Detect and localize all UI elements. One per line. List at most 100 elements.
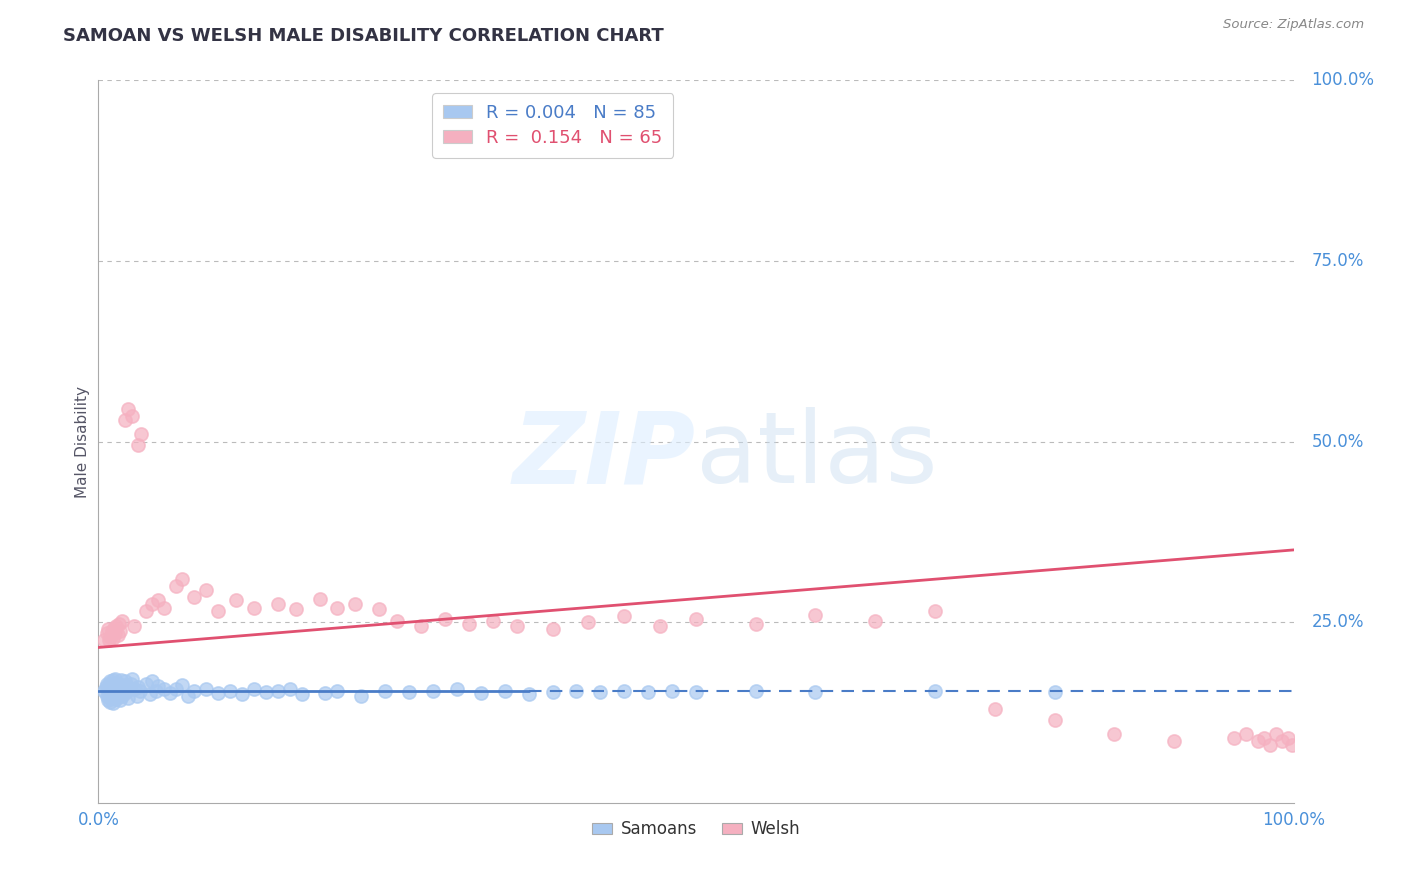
Point — [124, 681, 146, 696]
Point — [177, 689, 200, 703]
Point — [278, 681, 301, 696]
Point — [804, 685, 827, 699]
Point — [368, 602, 391, 616]
Point — [685, 611, 707, 625]
Point — [100, 624, 122, 638]
Point — [385, 614, 409, 628]
Point — [96, 626, 118, 640]
Text: SAMOAN VS WELSH MALE DISABILITY CORRELATION CHART: SAMOAN VS WELSH MALE DISABILITY CORRELAT… — [63, 27, 664, 45]
Point — [207, 604, 229, 618]
Point — [104, 691, 127, 706]
Point — [865, 614, 887, 628]
Point — [411, 619, 433, 633]
Point — [110, 673, 132, 687]
Point — [267, 597, 290, 611]
Point — [153, 600, 176, 615]
Point — [924, 604, 946, 618]
Text: Source: ZipAtlas.com: Source: ZipAtlas.com — [1223, 18, 1364, 31]
Point — [103, 676, 125, 690]
Point — [98, 695, 122, 709]
Point — [1258, 738, 1281, 752]
Point — [308, 592, 330, 607]
Point — [101, 631, 124, 645]
Point — [139, 687, 162, 701]
Point — [494, 683, 516, 698]
Point — [120, 676, 142, 690]
Point — [225, 593, 247, 607]
Point — [1247, 734, 1270, 748]
Point — [243, 682, 266, 697]
Point — [100, 679, 122, 693]
Point — [105, 681, 128, 696]
Point — [111, 681, 134, 696]
Point — [96, 676, 118, 690]
Point — [117, 680, 139, 694]
Point — [108, 624, 131, 638]
Point — [135, 604, 157, 618]
Point — [148, 593, 170, 607]
Point — [165, 681, 187, 696]
Text: 50.0%: 50.0% — [1312, 433, 1364, 450]
Point — [105, 619, 128, 633]
Point — [98, 630, 122, 644]
Point — [924, 683, 946, 698]
Point — [1253, 731, 1275, 745]
Y-axis label: Male Disability: Male Disability — [75, 385, 90, 498]
Point — [107, 628, 129, 642]
Point — [105, 692, 128, 706]
Point — [541, 685, 564, 699]
Point — [183, 683, 205, 698]
Point — [685, 685, 707, 699]
Point — [93, 683, 115, 698]
Text: 25.0%: 25.0% — [1312, 613, 1364, 632]
Point — [98, 633, 121, 648]
Point — [153, 682, 176, 697]
Point — [326, 600, 349, 615]
Point — [112, 678, 135, 692]
Point — [315, 686, 337, 700]
Point — [114, 674, 136, 689]
Point — [141, 597, 163, 611]
Point — [195, 582, 218, 597]
Point — [98, 687, 121, 701]
Point — [326, 683, 349, 698]
Point — [96, 689, 118, 703]
Point — [117, 691, 139, 706]
Point — [127, 438, 149, 452]
Point — [117, 402, 139, 417]
Point — [745, 683, 768, 698]
Point — [1264, 727, 1286, 741]
Point — [127, 680, 149, 694]
Point — [97, 693, 120, 707]
Text: 100.0%: 100.0% — [1312, 71, 1375, 89]
Point — [589, 685, 612, 699]
Point — [350, 689, 373, 703]
Point — [243, 600, 266, 615]
Point — [108, 680, 131, 694]
Point — [103, 621, 125, 635]
Point — [100, 683, 122, 698]
Point — [129, 683, 152, 698]
Point — [541, 623, 564, 637]
Point — [165, 579, 187, 593]
Point — [172, 572, 194, 586]
Point — [1104, 727, 1126, 741]
Point — [131, 427, 153, 442]
Point — [267, 683, 290, 698]
Point — [93, 633, 115, 648]
Point — [101, 673, 124, 687]
Point — [121, 672, 143, 686]
Point — [135, 676, 157, 690]
Point — [578, 615, 600, 630]
Point — [124, 619, 146, 633]
Point — [517, 687, 540, 701]
Point — [145, 683, 167, 698]
Point — [661, 683, 683, 698]
Point — [98, 678, 121, 692]
Point — [111, 614, 134, 628]
Point — [195, 681, 218, 696]
Point — [183, 590, 205, 604]
Point — [481, 614, 505, 628]
Point — [398, 685, 420, 699]
Point — [613, 609, 636, 624]
